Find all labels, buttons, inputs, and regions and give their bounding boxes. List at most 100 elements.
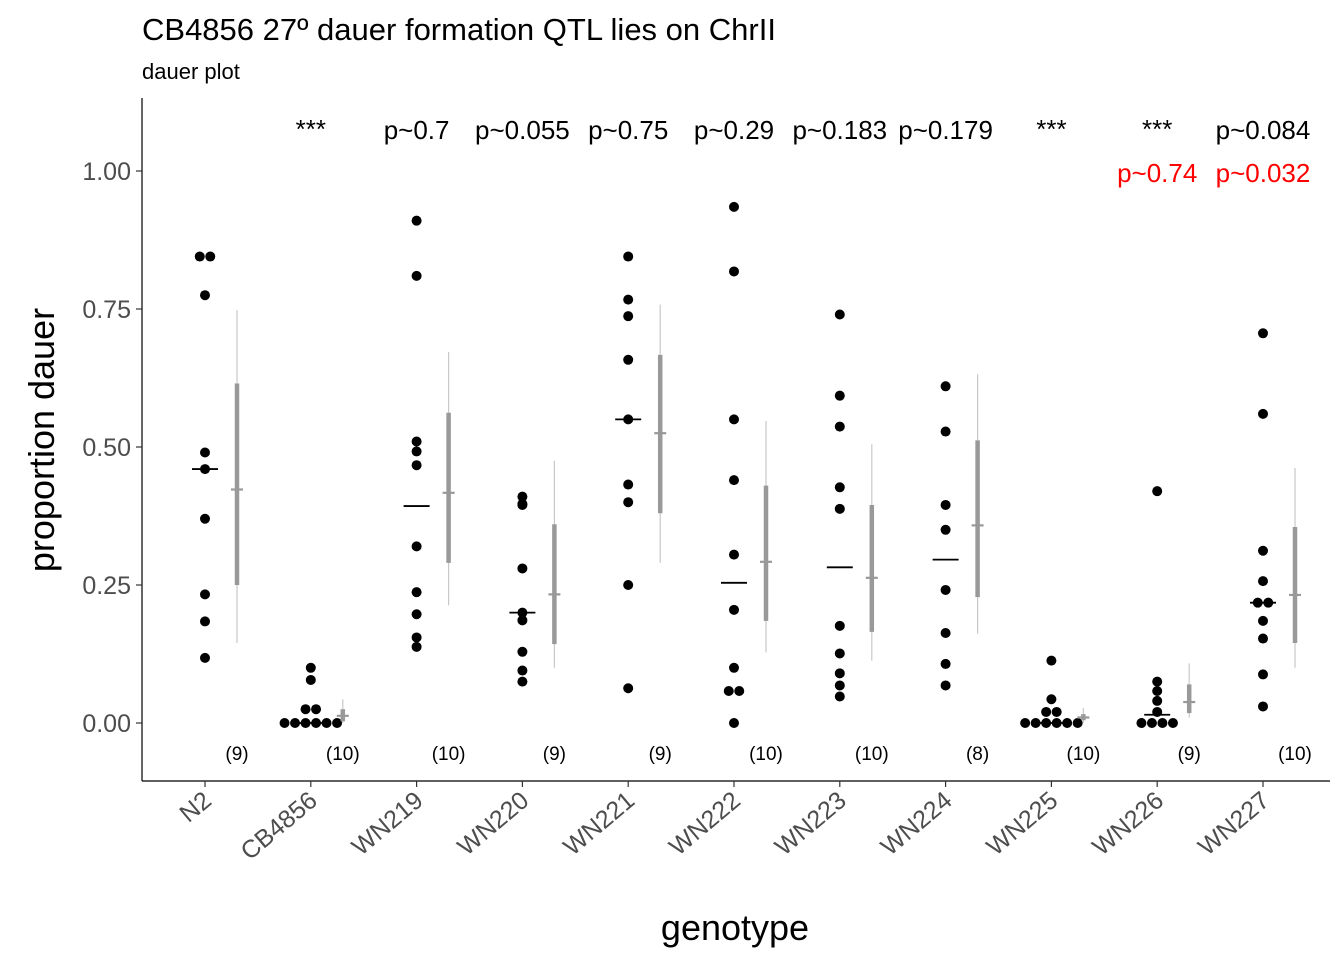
data-point: [623, 252, 633, 262]
data-point: [1046, 694, 1056, 704]
data-point: [729, 663, 739, 673]
p-value-label: p~0.179: [898, 115, 993, 145]
data-point: [301, 704, 311, 714]
data-point: [941, 381, 951, 391]
genotype-group-WN222: (10) p~0.29: [694, 115, 783, 765]
data-point: [734, 686, 744, 696]
data-point: [941, 659, 951, 669]
data-point: [205, 252, 215, 262]
data-point: [200, 589, 210, 599]
data-point: [729, 202, 739, 212]
x-tick-label: WN221: [558, 786, 640, 861]
data-point: [517, 666, 527, 676]
x-tick-label: WN225: [981, 786, 1063, 861]
data-point: [1152, 677, 1162, 687]
data-point: [941, 500, 951, 510]
data-point: [724, 686, 734, 696]
data-point: [195, 252, 205, 262]
data-point: [200, 653, 210, 663]
genotype-group-WN225: (10)***: [1020, 114, 1100, 765]
p-value-label: p~0.183: [792, 115, 887, 145]
data-point: [1046, 656, 1056, 666]
data-point: [623, 480, 633, 490]
y-tick-label: 1.00: [82, 158, 131, 186]
data-point: [941, 585, 951, 595]
sample-size-label: (10): [326, 744, 360, 765]
data-point: [1258, 328, 1268, 338]
data-point: [835, 482, 845, 492]
sample-size-label: (9): [649, 744, 672, 765]
p-value-label: p~0.75: [588, 115, 668, 145]
data-point: [1147, 718, 1157, 728]
data-point: [412, 460, 422, 470]
data-point: [1136, 718, 1146, 728]
data-point: [835, 310, 845, 320]
data-point: [306, 675, 316, 685]
chart-subtitle: dauer plot: [142, 59, 240, 84]
data-point: [1157, 718, 1167, 728]
data-point: [517, 500, 527, 510]
x-tick-label: WN219: [347, 786, 429, 861]
x-tick-label: CB4856: [235, 786, 322, 866]
data-point: [412, 446, 422, 456]
sample-size-label: (10): [855, 744, 889, 765]
data-point: [412, 216, 422, 226]
data-point: [1258, 701, 1268, 711]
data-point: [1152, 696, 1162, 706]
p-value-label-secondary: p~0.74: [1117, 158, 1197, 188]
p-value-label: p~0.29: [694, 115, 774, 145]
data-point: [941, 525, 951, 535]
x-tick-label: WN220: [452, 786, 534, 861]
data-point: [517, 615, 527, 625]
sample-size-label: (9): [1178, 744, 1201, 765]
data-point: [623, 355, 633, 365]
data-point: [200, 616, 210, 626]
sample-size-label: (10): [749, 744, 783, 765]
genotype-group-WN223: (10) p~0.183: [792, 115, 888, 765]
p-value-label: ***: [1142, 114, 1172, 144]
data-point: [200, 448, 210, 458]
data-point: [729, 718, 739, 728]
plot-area: 0.00 0.25 0.50 0.75 1.00 N2 CB4856 WN219 WN220 WN…: [82, 98, 1330, 866]
sample-size-label: (10): [1278, 744, 1312, 765]
x-tick-label: WN227: [1193, 786, 1275, 861]
data-point: [941, 628, 951, 638]
p-value-label: p~0.7: [384, 115, 450, 145]
data-point: [835, 504, 845, 514]
x-tick-label: WN223: [770, 786, 852, 861]
data-point: [941, 427, 951, 437]
data-point: [412, 436, 422, 446]
genotype-group-WN219: (10) p~0.7: [384, 115, 466, 765]
data-point: [835, 422, 845, 432]
x-tick-label: WN222: [664, 786, 746, 861]
y-tick-label: 0.25: [82, 572, 131, 600]
sample-size-label: (10): [432, 744, 466, 765]
sample-size-label: (9): [225, 744, 248, 765]
data-point: [1258, 546, 1268, 556]
data-point: [835, 648, 845, 658]
data-point: [517, 677, 527, 687]
data-point: [412, 271, 422, 281]
data-point: [1258, 616, 1268, 626]
genotype-group-WN227: (10) p~0.084 p~0.032: [1216, 115, 1312, 765]
data-point: [311, 704, 321, 714]
p-value-label: p~0.084: [1216, 115, 1311, 145]
genotype-group-WN226: (9) *** p~0.74: [1117, 114, 1201, 765]
data-point: [412, 587, 422, 597]
x-axis-title: genotype: [661, 907, 809, 948]
p-value-label: ***: [1036, 114, 1066, 144]
data-point: [729, 475, 739, 485]
data-point: [412, 541, 422, 551]
data-point: [200, 514, 210, 524]
y-tick-label: 0.75: [82, 296, 131, 324]
y-axis-title: proportion dauer: [21, 308, 62, 572]
genotype-group-CB4856: (10) ***: [280, 114, 360, 765]
data-point: [1020, 718, 1030, 728]
data-point: [1258, 634, 1268, 644]
data-point: [729, 605, 739, 615]
genotype-group-N2: (9): [192, 252, 249, 765]
data-point: [412, 632, 422, 642]
data-point: [1152, 486, 1162, 496]
p-value-label-secondary: p~0.032: [1216, 158, 1311, 188]
data-point: [1052, 707, 1062, 717]
